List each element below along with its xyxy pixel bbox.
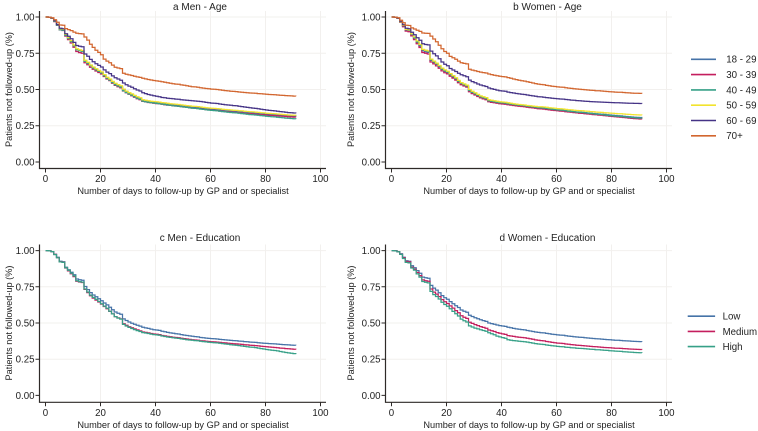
svg-text:Number of days to follow-up by: Number of days to follow-up by GP and or…: [423, 186, 635, 196]
svg-text:Number of days to follow-up by: Number of days to follow-up by GP and or…: [77, 420, 289, 430]
svg-text:0.25: 0.25: [362, 355, 381, 366]
svg-text:0: 0: [43, 174, 49, 185]
svg-text:1.00: 1.00: [16, 246, 35, 257]
svg-text:40 - 49: 40 - 49: [726, 85, 756, 96]
svg-text:0.00: 0.00: [16, 158, 35, 169]
svg-text:Patients not followed-up (%): Patients not followed-up (%): [4, 32, 14, 147]
svg-text:100: 100: [312, 408, 329, 419]
svg-text:100: 100: [312, 174, 329, 185]
svg-text:40: 40: [496, 408, 507, 419]
svg-text:60: 60: [205, 408, 216, 419]
svg-text:0.50: 0.50: [362, 85, 381, 96]
svg-text:80: 80: [606, 174, 617, 185]
svg-text:Patients not followed-up (%): Patients not followed-up (%): [346, 266, 356, 381]
svg-text:0.25: 0.25: [16, 121, 35, 132]
svg-text:0: 0: [389, 408, 395, 419]
svg-text:20: 20: [441, 174, 452, 185]
svg-text:80: 80: [260, 174, 271, 185]
svg-text:0.00: 0.00: [16, 391, 35, 402]
svg-text:100: 100: [658, 174, 675, 185]
svg-text:b Women - Age: b Women - Age: [513, 2, 582, 13]
svg-text:0.00: 0.00: [362, 158, 381, 169]
svg-text:c Men - Education: c Men - Education: [160, 233, 241, 244]
svg-text:20: 20: [441, 408, 452, 419]
svg-text:80: 80: [606, 408, 617, 419]
svg-text:0.50: 0.50: [16, 85, 35, 96]
svg-text:60 - 69: 60 - 69: [726, 116, 756, 127]
svg-text:60: 60: [551, 408, 562, 419]
svg-text:Number of days to follow-up by: Number of days to follow-up by GP and or…: [77, 186, 289, 196]
svg-text:60: 60: [205, 174, 216, 185]
svg-text:d Women - Education: d Women - Education: [500, 233, 596, 244]
svg-text:0.25: 0.25: [16, 355, 35, 366]
svg-text:0.75: 0.75: [16, 282, 35, 293]
svg-text:70+: 70+: [726, 131, 743, 142]
svg-text:30 - 39: 30 - 39: [726, 70, 756, 81]
svg-text:0.25: 0.25: [362, 121, 381, 132]
svg-text:80: 80: [260, 408, 271, 419]
svg-text:Medium: Medium: [723, 327, 757, 338]
svg-text:20: 20: [95, 408, 106, 419]
svg-text:20: 20: [95, 174, 106, 185]
svg-text:1.00: 1.00: [16, 13, 35, 24]
svg-text:Low: Low: [723, 312, 742, 323]
svg-text:Number of days to follow-up by: Number of days to follow-up by GP and or…: [423, 420, 635, 430]
svg-text:High: High: [723, 342, 743, 353]
svg-text:0.75: 0.75: [362, 282, 381, 293]
svg-text:a Men - Age: a Men - Age: [173, 2, 227, 13]
svg-text:1.00: 1.00: [362, 13, 381, 24]
svg-text:Patients not followed-up (%): Patients not followed-up (%): [346, 32, 356, 147]
svg-text:40: 40: [496, 174, 507, 185]
svg-text:18 - 29: 18 - 29: [726, 55, 756, 66]
svg-text:40: 40: [150, 408, 161, 419]
svg-text:0: 0: [389, 174, 395, 185]
svg-text:50 - 59: 50 - 59: [726, 101, 756, 112]
svg-text:1.00: 1.00: [362, 246, 381, 257]
svg-text:0.00: 0.00: [362, 391, 381, 402]
svg-text:0.75: 0.75: [362, 49, 381, 60]
svg-text:0: 0: [43, 408, 49, 419]
svg-text:60: 60: [551, 174, 562, 185]
svg-text:100: 100: [658, 408, 675, 419]
svg-text:40: 40: [150, 174, 161, 185]
svg-text:Patients not followed-up (%): Patients not followed-up (%): [4, 266, 14, 381]
svg-text:0.50: 0.50: [362, 319, 381, 330]
svg-text:0.75: 0.75: [16, 49, 35, 60]
svg-text:0.50: 0.50: [16, 319, 35, 330]
